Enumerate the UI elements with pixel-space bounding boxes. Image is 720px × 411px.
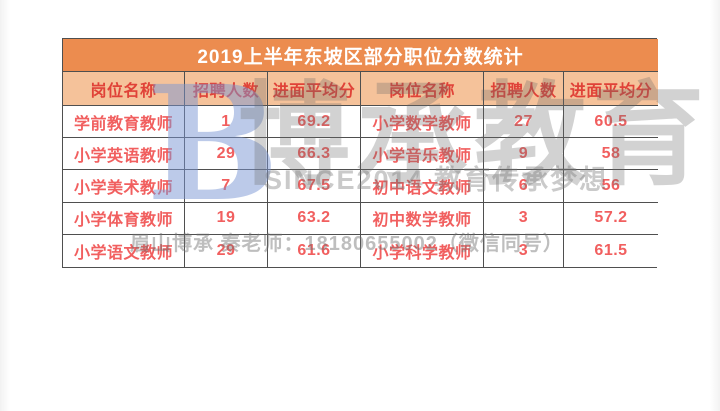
cell-recruit-count: 7 [185, 170, 268, 203]
cell-recruit-count: 6 [484, 170, 564, 203]
header-position-name-right: 岗位名称 [361, 72, 484, 106]
left-edge-shadow [0, 0, 10, 411]
cell-recruit-count: 29 [185, 138, 268, 171]
header-avg-score-left: 进面平均分 [268, 72, 361, 106]
cell-avg-score: 61.5 [564, 234, 658, 267]
score-table: 2019上半年东坡区部分职位分数统计 岗位名称 招聘人数 进面平均分 岗位名称 … [62, 38, 658, 268]
cell-position-name: 学前教育教师 [63, 106, 185, 139]
cell-avg-score: 61.6 [268, 234, 361, 267]
table-title: 2019上半年东坡区部分职位分数统计 [63, 39, 658, 72]
cell-recruit-count: 19 [185, 202, 268, 235]
cell-recruit-count: 3 [484, 234, 564, 267]
cell-avg-score: 63.2 [268, 202, 361, 235]
cell-avg-score: 56 [564, 170, 658, 203]
cell-position-name: 小学语文教师 [63, 234, 185, 267]
cell-avg-score: 57.2 [564, 202, 658, 235]
cell-position-name: 小学数学教师 [361, 106, 484, 139]
cell-avg-score: 66.3 [268, 138, 361, 171]
right-edge-shadow [710, 0, 720, 411]
cell-recruit-count: 29 [185, 234, 268, 267]
cell-position-name: 小学美术教师 [63, 170, 185, 203]
cell-recruit-count: 27 [484, 106, 564, 139]
header-avg-score-right: 进面平均分 [564, 72, 658, 106]
cell-recruit-count: 3 [484, 202, 564, 235]
cell-recruit-count: 1 [185, 106, 268, 139]
cell-position-name: 小学体育教师 [63, 202, 185, 235]
cell-avg-score: 67.5 [268, 170, 361, 203]
header-recruit-count-right: 招聘人数 [484, 72, 564, 106]
cell-position-name: 小学科学教师 [361, 234, 484, 267]
cell-avg-score: 60.5 [564, 106, 658, 139]
header-position-name-left: 岗位名称 [63, 72, 185, 106]
cell-position-name: 小学英语教师 [63, 138, 185, 171]
cell-position-name: 初中数学教师 [361, 202, 484, 235]
cell-recruit-count: 9 [484, 138, 564, 171]
cell-position-name: 小学音乐教师 [361, 138, 484, 171]
cell-position-name: 初中语文教师 [361, 170, 484, 203]
header-recruit-count-left: 招聘人数 [185, 72, 268, 106]
cell-avg-score: 58 [564, 138, 658, 171]
cell-avg-score: 69.2 [268, 106, 361, 139]
